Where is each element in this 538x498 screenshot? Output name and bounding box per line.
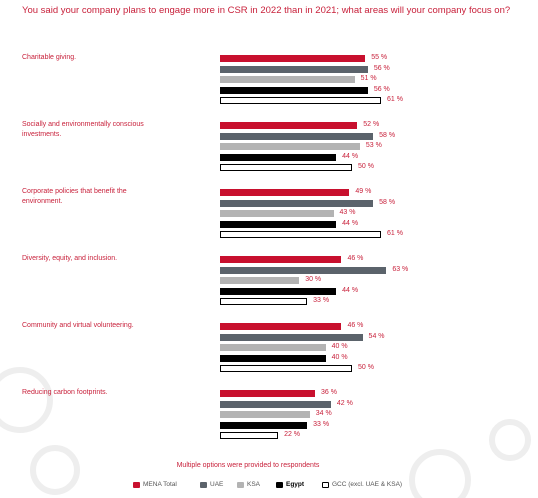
bar [220,400,331,408]
category-label: Reducing carbon footprints. [22,389,108,396]
value-label: 30 % [305,276,322,283]
value-label: 54 % [368,332,385,340]
value-label: 33 % [313,420,330,428]
bar [220,97,382,104]
bar [220,220,337,228]
legend-label: GCC (excl. UAE & KSA) [332,481,403,488]
bar [220,266,387,274]
bar [220,344,326,351]
bar [220,411,310,418]
value-label: 33 % [313,297,330,304]
bar [220,189,350,196]
value-label: 42 % [336,399,353,407]
value-label: 61 % [387,230,403,237]
legend-swatch [322,482,329,488]
bar [220,323,342,330]
value-label: 44 % [342,219,359,227]
value-label: 50 % [358,364,374,371]
bar [220,132,374,140]
bar [220,390,316,397]
bar [220,333,363,341]
bar [220,298,308,305]
category-label: Community and virtual volunteering. [22,322,134,329]
bar [220,231,382,238]
legend-swatch [237,482,244,488]
value-label: 44 % [342,286,359,294]
value-label: 36 % [321,389,337,396]
bar [220,421,308,429]
value-label: 34 % [315,410,332,417]
value-label: 55 % [371,54,388,61]
legend-swatch [276,482,283,488]
value-label: 63 % [392,265,409,273]
bar [220,287,337,295]
value-label: 43 % [339,209,356,216]
value-label: 22 % [284,431,301,438]
legend-swatch [200,482,207,488]
bar [220,164,352,171]
legend-label: Egypt [286,481,305,488]
value-label: 56 % [373,85,390,93]
category-label: Corporate policies that benefit the envi… [22,188,127,205]
footnote: Multiple options were provided to respon… [176,462,320,469]
bar [220,65,368,73]
bar [220,199,374,207]
value-label: 56 % [373,64,390,72]
value-label: 52 % [363,121,380,128]
bar [220,354,326,362]
value-label: 46 % [347,322,364,329]
value-label: 40 % [331,353,348,361]
legend-label: MENA Total [143,481,177,488]
value-label: 40 % [331,343,348,350]
value-label: 49 % [355,188,372,195]
value-label: 44 % [342,152,359,160]
bar [220,143,360,150]
value-label: 58 % [379,198,396,206]
bar [220,122,358,129]
value-label: 46 % [347,255,364,262]
value-label: 58 % [379,131,396,139]
legend-label: UAE [210,481,224,488]
value-label: 61 % [387,96,403,103]
value-label: 51 % [360,75,377,82]
bar [220,86,368,94]
bar [220,55,366,62]
bar [220,76,355,83]
value-label: 53 % [365,142,382,149]
bar [220,153,337,161]
bar [220,210,334,217]
bar [220,365,352,372]
bar [220,256,342,263]
category-label: Charitable giving. [22,54,77,61]
bar [220,432,279,439]
category-label: Socially and environmentally conscious i… [22,121,144,138]
category-label: Diversity, equity, and inclusion. [22,255,118,262]
legend-label: KSA [247,481,261,488]
legend-swatch [133,482,140,488]
bar [220,277,300,284]
value-label: 50 % [358,163,374,170]
chart-title: You said your company plans to engage mo… [22,5,511,16]
